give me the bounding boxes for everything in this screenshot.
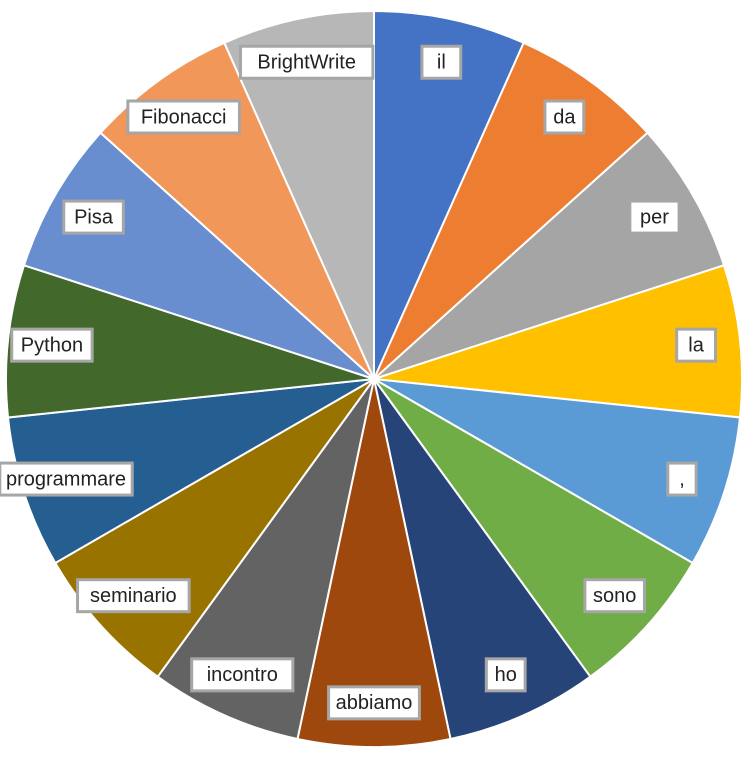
data-label-box bbox=[484, 657, 527, 693]
pie-slice-il bbox=[373, 9, 525, 380]
data-label-text: da bbox=[553, 106, 576, 128]
data-label-box bbox=[238, 44, 375, 80]
data-label-text: , bbox=[679, 468, 685, 490]
data-label-box bbox=[0, 461, 134, 497]
data-label-text: Fibonacci bbox=[141, 106, 227, 128]
data-label-la: la bbox=[675, 327, 717, 363]
data-label-text: per bbox=[640, 206, 669, 228]
data-label-seminario: seminario bbox=[76, 578, 191, 614]
data-label-text: abbiamo bbox=[336, 692, 413, 714]
data-label-brightwrite: BrightWrite bbox=[238, 44, 375, 80]
data-label-box bbox=[76, 578, 191, 614]
data-label-per: per bbox=[628, 199, 681, 235]
pie-slice-python bbox=[5, 264, 375, 419]
data-label-box bbox=[126, 99, 241, 135]
data-label-text: Python bbox=[21, 334, 83, 356]
data-labels: il da per la, sono ho abbiamo incontro seminario… bbox=[0, 44, 717, 721]
data-label-abbiamo: abbiamo bbox=[327, 685, 421, 721]
pie-slice-pisa bbox=[22, 131, 375, 380]
pie-slice-ho bbox=[373, 378, 592, 741]
pie-slice-la bbox=[373, 264, 743, 419]
data-label-da: da bbox=[543, 99, 586, 135]
data-label-comma-4: , bbox=[666, 461, 698, 497]
data-label-fibonacci: Fibonacci bbox=[126, 99, 241, 135]
data-label-text: programmare bbox=[6, 468, 126, 490]
pie-slice-per bbox=[373, 131, 726, 380]
data-label-box bbox=[190, 657, 295, 693]
data-label-il: il bbox=[420, 44, 463, 80]
data-label-text: sono bbox=[593, 585, 636, 607]
data-label-text: Pisa bbox=[74, 206, 114, 228]
data-label-box bbox=[583, 578, 646, 614]
data-label-text: incontro bbox=[207, 664, 278, 686]
pie-slice-comma-4 bbox=[373, 378, 742, 565]
data-label-ho: ho bbox=[484, 657, 527, 693]
data-label-box bbox=[10, 327, 94, 363]
data-label-incontro: incontro bbox=[190, 657, 295, 693]
data-label-box bbox=[543, 99, 586, 135]
data-label-text: BrightWrite bbox=[257, 52, 356, 74]
data-label-box bbox=[628, 199, 681, 235]
data-label-programmare: programmare bbox=[0, 461, 134, 497]
data-label-text: seminario bbox=[90, 585, 177, 607]
data-label-box bbox=[675, 327, 717, 363]
data-label-box bbox=[666, 461, 698, 497]
pie-slice-brightwrite bbox=[223, 9, 375, 380]
pie-slice-incontro bbox=[156, 378, 375, 741]
data-label-python: Python bbox=[10, 327, 94, 363]
data-label-pisa: Pisa bbox=[62, 199, 125, 235]
data-label-box bbox=[420, 44, 463, 80]
data-label-text: la bbox=[688, 334, 704, 356]
pie-slice-abbiamo bbox=[296, 378, 452, 748]
data-label-sono: sono bbox=[583, 578, 646, 614]
data-label-box bbox=[327, 685, 421, 721]
data-label-box bbox=[62, 199, 125, 235]
data-label-text: ho bbox=[495, 664, 517, 686]
data-label-text: il bbox=[437, 52, 446, 74]
